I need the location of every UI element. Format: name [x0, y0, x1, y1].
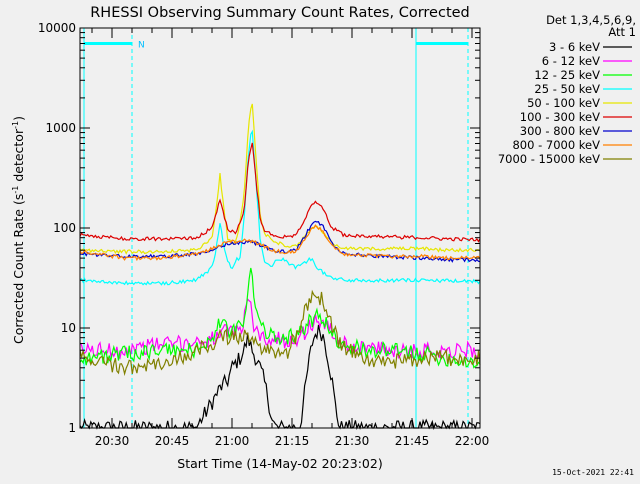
x-tick-label: 21:00: [215, 434, 250, 448]
series-line: [79, 289, 481, 377]
plot-area: N: [79, 28, 481, 431]
x-tick-label: 21:30: [335, 434, 370, 448]
series-line: [79, 297, 481, 360]
axes: 1 10 100 1000 10000 20:30 20:45 21:00 21:15 21:30…: [38, 21, 489, 448]
y-tick-label: 100: [53, 221, 76, 235]
legend-header: Att 1: [608, 25, 636, 39]
x-tick-label: 20:30: [95, 434, 130, 448]
y-tick-label: 10000: [38, 21, 76, 35]
y-tick-label: 1000: [45, 121, 76, 135]
x-tick-label: 21:45: [395, 434, 430, 448]
footer-timestamp: 15-Oct-2021 22:41: [552, 468, 634, 477]
x-tick-label: 20:45: [155, 434, 190, 448]
y-tick-label: 10: [61, 321, 76, 335]
series-line: [79, 142, 481, 243]
legend-label: 6 - 12 keV: [542, 54, 600, 68]
legend-label: 25 - 50 keV: [534, 82, 600, 96]
legend-label: 3 - 6 keV: [549, 40, 600, 54]
chart-title: RHESSI Observing Summary Count Rates, Co…: [90, 5, 470, 21]
legend-label: 100 - 300 keV: [520, 110, 600, 124]
state-annotation: N: [138, 40, 145, 50]
plot-frame: [79, 27, 481, 429]
x-tick-label: 21:15: [275, 434, 310, 448]
series-line: [79, 267, 481, 369]
svg-text:Corrected Count Rate (s-1 dete: Corrected Count Rate (s-1 detector-1): [11, 116, 26, 344]
x-tick-label: 22:00: [455, 434, 490, 448]
legend-label: 7000 - 15000 keV: [498, 152, 600, 166]
legend-label: 12 - 25 keV: [534, 68, 600, 82]
series-line: [79, 224, 481, 262]
legend-label: 800 - 7000 keV: [512, 138, 600, 152]
legend-label: 50 - 100 keV: [527, 96, 600, 110]
y-tick-label: 1: [68, 421, 76, 435]
x-axis-label: Start Time (14-May-02 20:23:02): [177, 456, 382, 471]
series-line: [79, 103, 481, 255]
legend-label: 300 - 800 keV: [520, 124, 600, 138]
legend-header: Det 1,3,4,5,6,9,: [546, 13, 636, 27]
y-axis-label: Corrected Count Rate (s-1 detector-1): [11, 116, 26, 344]
series-line: [79, 129, 481, 286]
